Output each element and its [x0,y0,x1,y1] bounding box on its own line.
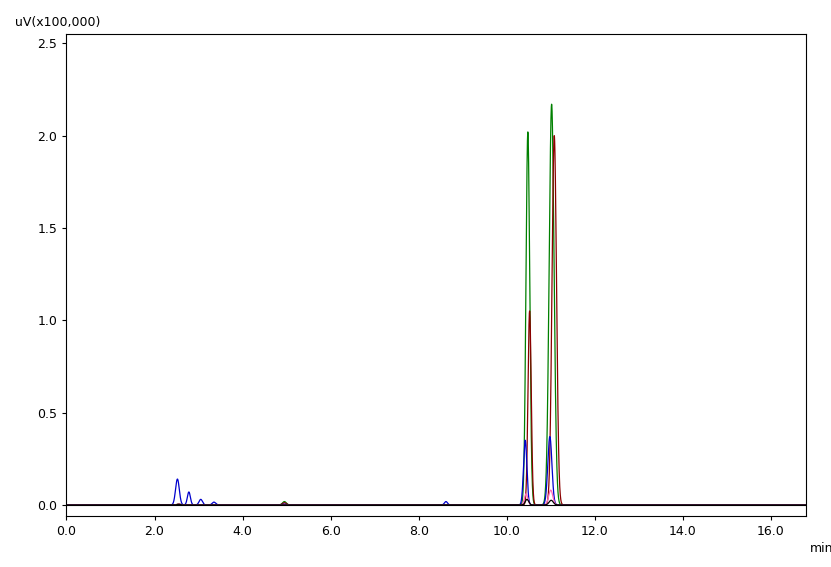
Text: min: min [809,543,831,556]
Text: uV(x100,000): uV(x100,000) [15,16,100,29]
